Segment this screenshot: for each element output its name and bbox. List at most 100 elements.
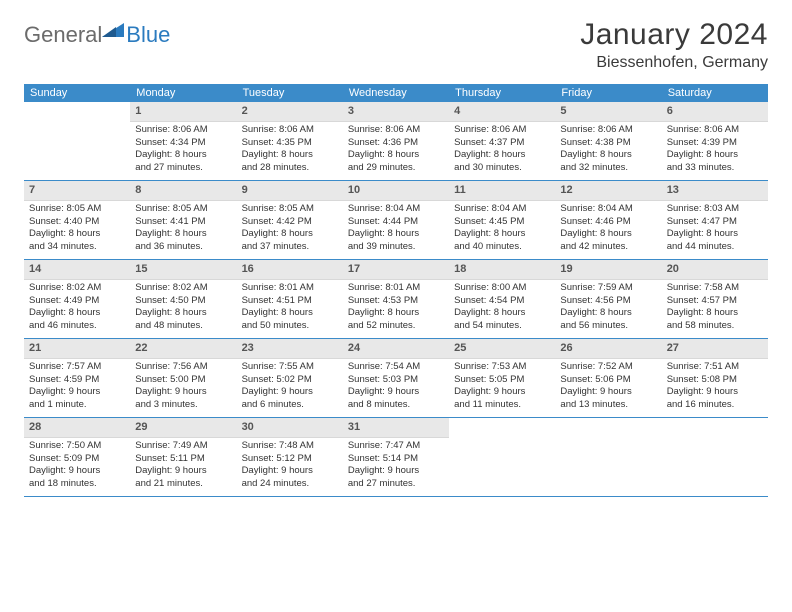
weekday-header-row: Sunday Monday Tuesday Wednesday Thursday… [24,84,768,102]
sunset-text: Sunset: 5:05 PM [454,374,550,387]
sunset-text: Sunset: 4:44 PM [348,216,444,229]
day1-text: Daylight: 8 hours [29,307,125,320]
sunrise-text: Sunrise: 8:04 AM [560,203,656,216]
day1-text: Daylight: 9 hours [348,386,444,399]
day1-text: Daylight: 9 hours [242,465,338,478]
day-number: 6 [662,102,768,122]
sunset-text: Sunset: 4:40 PM [29,216,125,229]
day-number: 12 [555,181,661,201]
day-content: Sunrise: 8:06 AMSunset: 4:34 PMDaylight:… [130,122,236,179]
sunrise-text: Sunrise: 8:03 AM [667,203,763,216]
sunrise-text: Sunrise: 8:06 AM [135,124,231,137]
day-cell: 13Sunrise: 8:03 AMSunset: 4:47 PMDayligh… [662,181,768,259]
sunset-text: Sunset: 4:39 PM [667,137,763,150]
day-number: 26 [555,339,661,359]
day-number: 17 [343,260,449,280]
day-cell: 24Sunrise: 7:54 AMSunset: 5:03 PMDayligh… [343,339,449,417]
day1-text: Daylight: 8 hours [560,228,656,241]
sunset-text: Sunset: 4:59 PM [29,374,125,387]
day-content: Sunrise: 7:55 AMSunset: 5:02 PMDaylight:… [237,359,343,416]
weekday-header: Saturday [662,84,768,102]
logo-text-general: General [24,22,102,48]
sunset-text: Sunset: 4:57 PM [667,295,763,308]
day-cell [24,102,130,180]
day1-text: Daylight: 8 hours [560,307,656,320]
day-cell: 27Sunrise: 7:51 AMSunset: 5:08 PMDayligh… [662,339,768,417]
day-cell [449,418,555,496]
day-number: 15 [130,260,236,280]
sunset-text: Sunset: 4:49 PM [29,295,125,308]
day-cell: 31Sunrise: 7:47 AMSunset: 5:14 PMDayligh… [343,418,449,496]
sunrise-text: Sunrise: 8:06 AM [242,124,338,137]
day2-text: and 6 minutes. [242,399,338,412]
day1-text: Daylight: 8 hours [348,307,444,320]
sunset-text: Sunset: 4:46 PM [560,216,656,229]
location-text: Biessenhofen, Germany [580,54,768,72]
day1-text: Daylight: 9 hours [242,386,338,399]
sunrise-text: Sunrise: 8:06 AM [667,124,763,137]
weeks-container: 1Sunrise: 8:06 AMSunset: 4:34 PMDaylight… [24,102,768,497]
sunset-text: Sunset: 5:14 PM [348,453,444,466]
day-number: 10 [343,181,449,201]
day-cell: 18Sunrise: 8:00 AMSunset: 4:54 PMDayligh… [449,260,555,338]
day-content: Sunrise: 7:51 AMSunset: 5:08 PMDaylight:… [662,359,768,416]
day1-text: Daylight: 8 hours [242,149,338,162]
day1-text: Daylight: 8 hours [454,149,550,162]
day-cell: 20Sunrise: 7:58 AMSunset: 4:57 PMDayligh… [662,260,768,338]
page-header: General Blue January 2024 Biessenhofen, … [24,18,768,72]
sunset-text: Sunset: 4:35 PM [242,137,338,150]
sunrise-text: Sunrise: 8:00 AM [454,282,550,295]
sunset-text: Sunset: 5:08 PM [667,374,763,387]
sunset-text: Sunset: 4:51 PM [242,295,338,308]
day1-text: Daylight: 9 hours [135,386,231,399]
day-number: 5 [555,102,661,122]
logo: General Blue [24,18,170,48]
day2-text: and 32 minutes. [560,162,656,175]
day-content: Sunrise: 8:05 AMSunset: 4:41 PMDaylight:… [130,201,236,258]
sunrise-text: Sunrise: 7:55 AM [242,361,338,374]
day2-text: and 44 minutes. [667,241,763,254]
weekday-header: Wednesday [343,84,449,102]
sunset-text: Sunset: 4:36 PM [348,137,444,150]
day2-text: and 50 minutes. [242,320,338,333]
day2-text: and 39 minutes. [348,241,444,254]
day-cell: 26Sunrise: 7:52 AMSunset: 5:06 PMDayligh… [555,339,661,417]
day-number: 13 [662,181,768,201]
day-cell: 17Sunrise: 8:01 AMSunset: 4:53 PMDayligh… [343,260,449,338]
title-block: January 2024 Biessenhofen, Germany [580,18,768,72]
day2-text: and 30 minutes. [454,162,550,175]
day-number: 23 [237,339,343,359]
day1-text: Daylight: 9 hours [29,386,125,399]
day1-text: Daylight: 9 hours [348,465,444,478]
sunrise-text: Sunrise: 8:04 AM [454,203,550,216]
sunset-text: Sunset: 4:53 PM [348,295,444,308]
day-content: Sunrise: 8:03 AMSunset: 4:47 PMDaylight:… [662,201,768,258]
day-cell: 10Sunrise: 8:04 AMSunset: 4:44 PMDayligh… [343,181,449,259]
sunset-text: Sunset: 4:45 PM [454,216,550,229]
day-number: 25 [449,339,555,359]
day-cell [555,418,661,496]
day2-text: and 13 minutes. [560,399,656,412]
day-cell: 15Sunrise: 8:02 AMSunset: 4:50 PMDayligh… [130,260,236,338]
day2-text: and 36 minutes. [135,241,231,254]
sunrise-text: Sunrise: 8:01 AM [242,282,338,295]
day2-text: and 34 minutes. [29,241,125,254]
day-cell: 7Sunrise: 8:05 AMSunset: 4:40 PMDaylight… [24,181,130,259]
sunrise-text: Sunrise: 7:59 AM [560,282,656,295]
day-content: Sunrise: 7:48 AMSunset: 5:12 PMDaylight:… [237,438,343,495]
day1-text: Daylight: 8 hours [135,149,231,162]
sunrise-text: Sunrise: 7:54 AM [348,361,444,374]
day2-text: and 1 minute. [29,399,125,412]
sunrise-text: Sunrise: 8:06 AM [348,124,444,137]
day1-text: Daylight: 9 hours [135,465,231,478]
day-cell: 11Sunrise: 8:04 AMSunset: 4:45 PMDayligh… [449,181,555,259]
sunrise-text: Sunrise: 7:53 AM [454,361,550,374]
sunset-text: Sunset: 4:34 PM [135,137,231,150]
day2-text: and 52 minutes. [348,320,444,333]
sunrise-text: Sunrise: 8:05 AM [29,203,125,216]
day-number: 1 [130,102,236,122]
day-content: Sunrise: 7:47 AMSunset: 5:14 PMDaylight:… [343,438,449,495]
day1-text: Daylight: 9 hours [560,386,656,399]
day-content: Sunrise: 8:01 AMSunset: 4:53 PMDaylight:… [343,280,449,337]
day-cell: 22Sunrise: 7:56 AMSunset: 5:00 PMDayligh… [130,339,236,417]
